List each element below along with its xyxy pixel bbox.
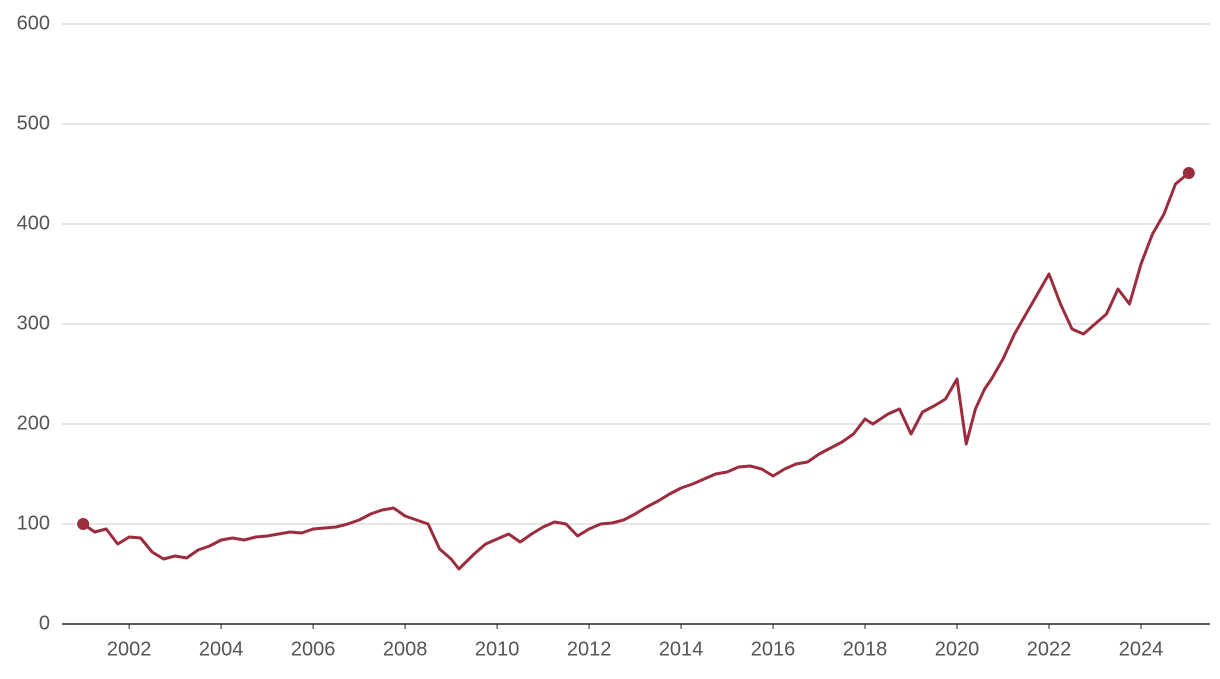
y-tick-label: 600 [17,12,50,34]
x-tick-label: 2020 [935,638,980,660]
x-tick-label: 2018 [843,638,888,660]
x-tick-label: 2002 [107,638,152,660]
y-tick-label: 500 [17,112,50,134]
end-marker [77,518,90,530]
x-tick-label: 2006 [291,638,336,660]
x-tick-label: 2014 [659,638,704,660]
x-tick-label: 2016 [751,638,796,660]
y-tick-label: 400 [17,212,50,234]
y-tick-label: 100 [17,512,50,534]
x-tick-label: 2024 [1119,638,1164,660]
y-tick-label: 200 [17,412,50,434]
y-tick-label: 0 [39,612,50,634]
x-tick-label: 2010 [475,638,520,660]
line [82,171,1190,571]
x-tick-label: 2004 [199,638,244,660]
y-tick-label: 300 [17,312,50,334]
x-tick-label: 2008 [383,638,428,660]
end-marker [1182,167,1195,179]
x-tick-label: 2012 [567,638,612,660]
x-tick-label: 2022 [1027,638,1072,660]
